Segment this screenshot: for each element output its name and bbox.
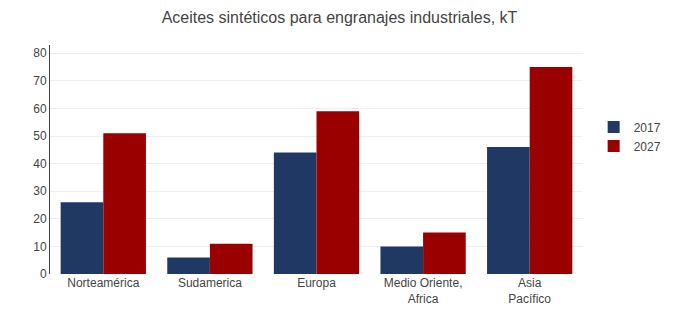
svg-text:40: 40: [33, 157, 47, 171]
svg-text:Aceites sintéticos para engran: Aceites sintéticos para engranajes indus…: [162, 9, 518, 26]
svg-text:80: 80: [33, 46, 47, 60]
svg-text:2027: 2027: [634, 140, 661, 154]
svg-text:Medio Oriente,Africa: Medio Oriente,Africa: [384, 276, 463, 306]
svg-text:AsiaPacífico: AsiaPacífico: [508, 276, 551, 306]
svg-text:Norteamérica: Norteamérica: [67, 276, 139, 290]
svg-text:2017: 2017: [634, 121, 661, 135]
svg-text:30: 30: [33, 184, 47, 198]
svg-text:20: 20: [33, 212, 47, 226]
svg-text:Sudamerica: Sudamerica: [178, 276, 242, 290]
svg-text:10: 10: [33, 240, 47, 254]
svg-text:60: 60: [33, 102, 47, 116]
svg-text:50: 50: [33, 129, 47, 143]
svg-text:70: 70: [33, 74, 47, 88]
svg-text:Europa: Europa: [297, 276, 336, 290]
svg-text:0: 0: [40, 267, 47, 281]
